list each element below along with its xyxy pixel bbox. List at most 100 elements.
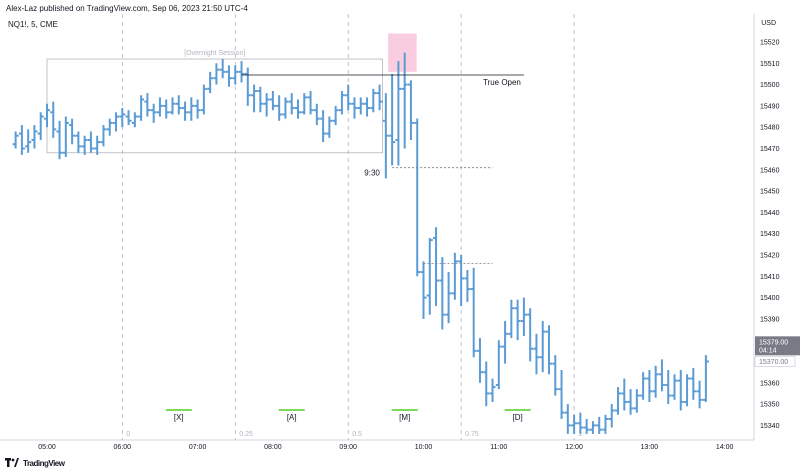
ohlc-bar [338, 90, 345, 115]
ohlc-bar [615, 387, 622, 415]
ohlc-bar [520, 297, 527, 336]
ohlc-bar [640, 372, 647, 400]
ohlc-bar [31, 125, 38, 149]
ohlc-bar [332, 105, 339, 126]
ohlc-bar [244, 67, 251, 106]
publisher-header: Alex-Laz published on TradingView.com, S… [6, 4, 248, 13]
quarter-label: 0.25 [239, 431, 253, 438]
countdown-label: 04:14 [759, 347, 777, 354]
ohlc-bar [163, 99, 170, 119]
ohlc-bar [131, 112, 138, 128]
price-tick-label: 15480 [760, 125, 780, 132]
price-tick-label: 15450 [760, 189, 780, 196]
ohlc-bar [677, 370, 684, 411]
ohlc-bar [539, 321, 546, 373]
ohlc-bar [533, 333, 540, 375]
time-tick-label: 05:00 [38, 444, 56, 451]
ohlc-bar [495, 340, 502, 390]
ohlc-bar [232, 65, 239, 85]
ohlc-bar [370, 88, 377, 113]
ohlc-bar [37, 112, 44, 140]
ohlc-bar [12, 131, 19, 149]
ohlc-bar [207, 71, 214, 94]
currency-label[interactable]: USD [761, 20, 776, 27]
quarter-label: 1 [578, 431, 582, 438]
ohlc-bar [188, 97, 195, 121]
tradingview-logo-icon [5, 458, 19, 469]
quarter-marker-label: [D] [513, 413, 523, 422]
price-tick-label: 15460 [760, 167, 780, 174]
ohlc-bar [257, 86, 264, 113]
ohlc-bar [25, 129, 32, 153]
price-tick-label: 15500 [760, 82, 780, 89]
ohlc-bar [94, 135, 101, 155]
ohlc-bar [156, 97, 163, 117]
ohlc-bar [627, 389, 634, 415]
ohlc-bar [50, 101, 57, 138]
price-tick-label: 15430 [760, 231, 780, 238]
ohlc-bar [364, 97, 371, 117]
ohlc-bar [182, 101, 189, 121]
ohlc-bar [583, 419, 590, 434]
ohlc-bar [269, 90, 276, 111]
annotations-background: [Overnight Session] [46, 33, 417, 154]
price-axis[interactable]: 1534015350153601537015380153901540015410… [754, 40, 800, 430]
quarter-label: 0.5 [352, 431, 362, 438]
current-price-label: 15379.00 [759, 339, 788, 346]
overnight-session-label: [Overnight Session] [184, 50, 245, 57]
ohlc-bar [44, 103, 50, 128]
ohlc-bar [621, 378, 628, 411]
ohlc-bar [144, 93, 151, 117]
ohlc-bar [502, 321, 509, 364]
price-tick-label: 15520 [760, 40, 780, 47]
price-tick-label: 15510 [760, 61, 780, 68]
ohlc-bar [646, 370, 653, 402]
tradingview-logo-text: TradingView [23, 459, 65, 468]
ohlc-bar [696, 380, 703, 409]
ohlc-bar [194, 99, 201, 119]
quarter-marker-label: [A] [287, 413, 297, 422]
ohlc-bar [138, 95, 145, 121]
ohlc-bar [106, 118, 113, 136]
ohlc-bar [414, 118, 421, 277]
footer: TradingView [5, 458, 65, 469]
ohlc-bar [671, 374, 678, 400]
ohlc-bar [282, 97, 289, 119]
secondary-price-tag [754, 356, 796, 367]
ohlc-bar [420, 261, 427, 319]
price-tick-label: 15410 [760, 274, 780, 281]
quarter-label: 0 [126, 431, 130, 438]
quarter-marker-label: [M] [399, 413, 410, 422]
time-tick-label: 13:00 [641, 444, 659, 451]
ohlc-bar [514, 299, 521, 341]
ohlc-bar [200, 84, 207, 115]
ohlc-bar [470, 267, 477, 358]
ohlc-bar [389, 73, 396, 166]
ohlc-bar [558, 370, 565, 420]
ohlc-bar [301, 93, 308, 115]
price-tick-label: 15470 [760, 146, 780, 153]
ohlc-bar [376, 84, 383, 111]
ohlc-bar [401, 52, 408, 149]
price-tick-label: 15490 [760, 103, 780, 110]
time-tick-label: 08:00 [264, 444, 282, 451]
ohlc-bar [546, 325, 552, 375]
ohlc-bar [320, 110, 327, 143]
ohlc-bar [87, 131, 94, 153]
ohlc-bar [602, 414, 609, 434]
ohlc-bar [433, 227, 440, 307]
ohlc-bar [552, 355, 559, 396]
ohlc-bar [451, 252, 458, 300]
ohlc-bar [313, 103, 320, 126]
time-axis[interactable]: 05:00 06:00 07:00 08:00 09:00 10:00 11:00 12:00… [38, 444, 733, 451]
ohlc-bar [169, 97, 176, 115]
time-tick-label: 14:00 [716, 444, 734, 451]
price-tick-label: 15420 [760, 253, 780, 260]
ohlc-bar [225, 65, 232, 87]
ohlc-bar [489, 378, 496, 402]
ohlc-bar [439, 257, 446, 330]
symbol-info[interactable]: NQ1!, 5, CME [8, 20, 58, 29]
ohlc-bar [307, 90, 314, 115]
ohlc-bar [213, 63, 220, 85]
